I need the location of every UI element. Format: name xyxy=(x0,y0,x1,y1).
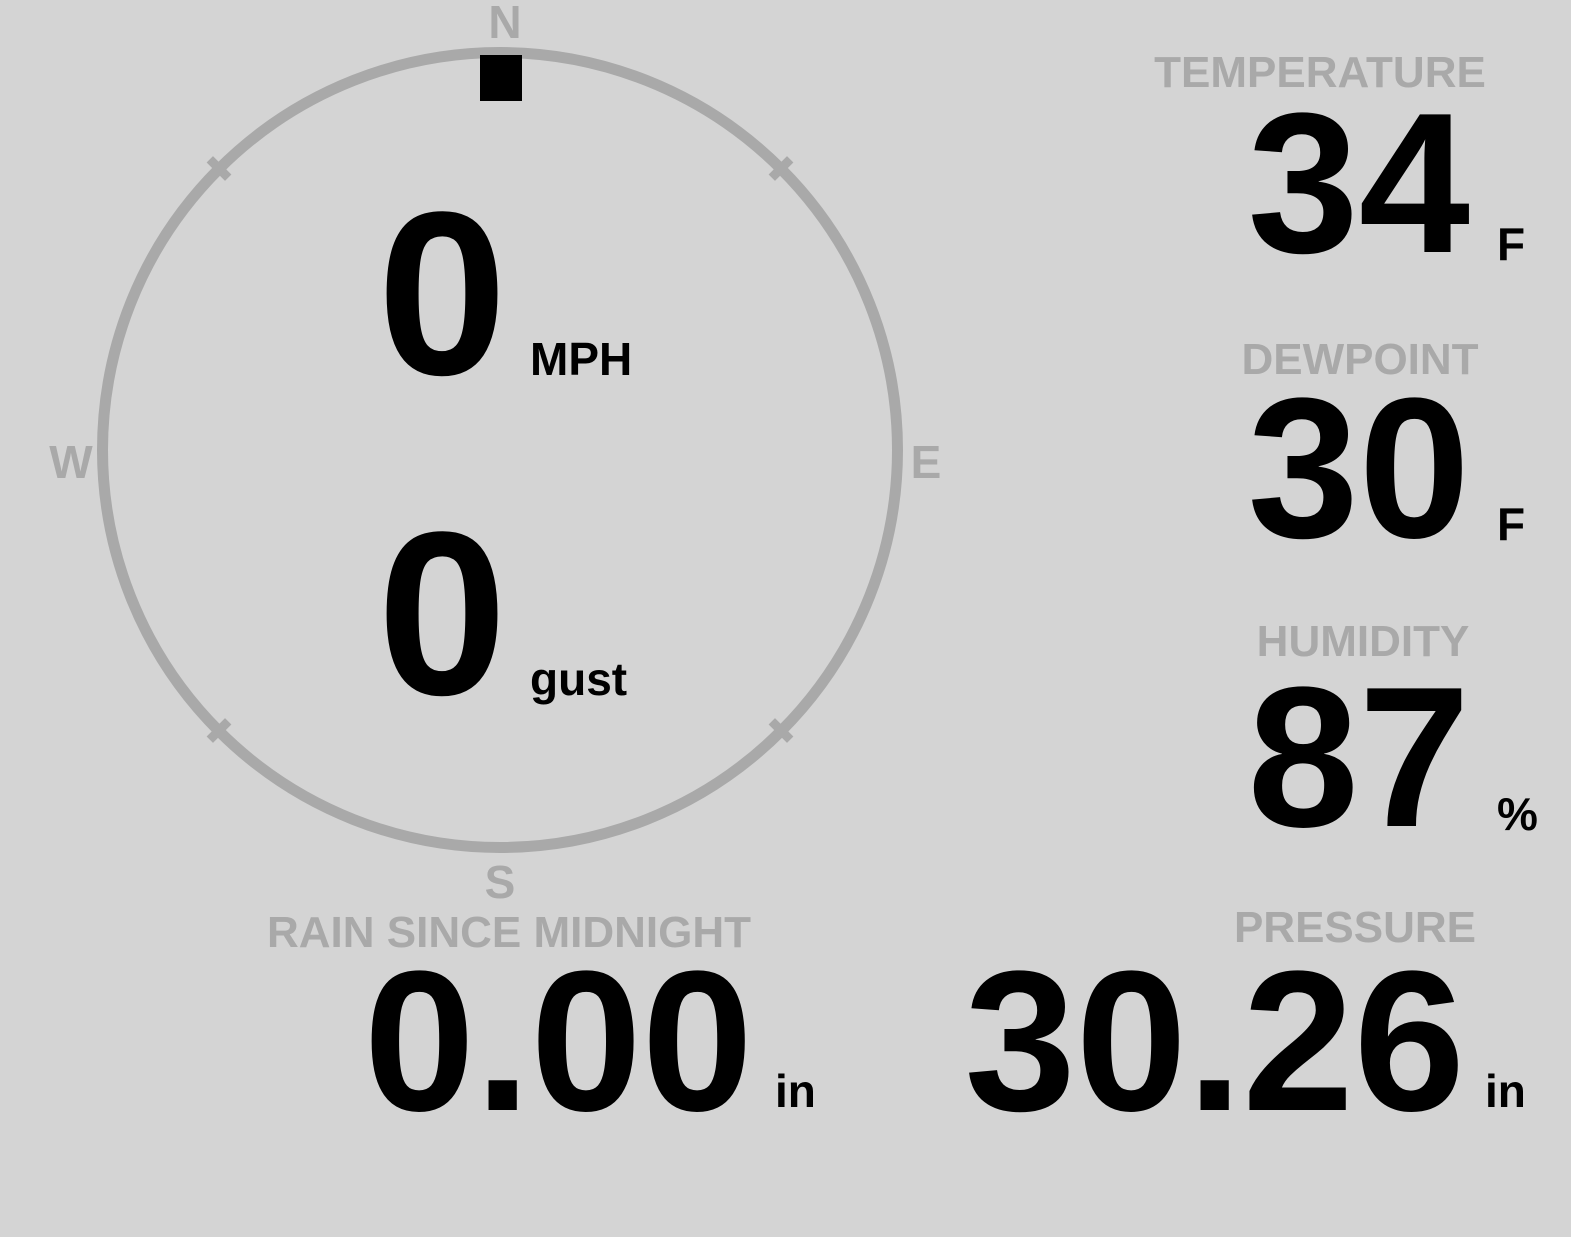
compass-label-east: E xyxy=(910,436,942,488)
compass-label-north: N xyxy=(488,0,522,48)
dewpoint-value: 30 xyxy=(1247,357,1470,580)
dewpoint-unit: F xyxy=(1497,498,1526,550)
rain-unit: in xyxy=(775,1065,816,1117)
rain-label: RAIN SINCE MIDNIGHT xyxy=(267,908,751,957)
pressure-value: 30.26 xyxy=(964,930,1466,1153)
wind-gust-unit: gust xyxy=(530,653,628,705)
temperature-unit: F xyxy=(1497,218,1526,270)
wind-direction-marker-icon xyxy=(480,55,522,101)
compass-label-south: S xyxy=(484,856,516,908)
temperature-label: TEMPERATURE xyxy=(1154,48,1486,97)
temperature-value: 34 xyxy=(1247,72,1470,295)
humidity-value: 87 xyxy=(1247,646,1470,869)
wind-speed-unit: MPH xyxy=(530,333,633,385)
rain-value: 0.00 xyxy=(363,930,753,1153)
dewpoint-label: DEWPOINT xyxy=(1241,335,1479,384)
wind-speed-value: 0 xyxy=(377,164,507,424)
compass-ring xyxy=(97,47,903,853)
humidity-unit: % xyxy=(1497,788,1538,840)
compass-label-west: W xyxy=(49,436,93,488)
pressure-unit: in xyxy=(1485,1065,1526,1117)
humidity-label: HUMIDITY xyxy=(1256,617,1470,666)
pressure-label: PRESSURE xyxy=(1233,903,1477,952)
wind-gust-value: 0 xyxy=(377,484,507,744)
